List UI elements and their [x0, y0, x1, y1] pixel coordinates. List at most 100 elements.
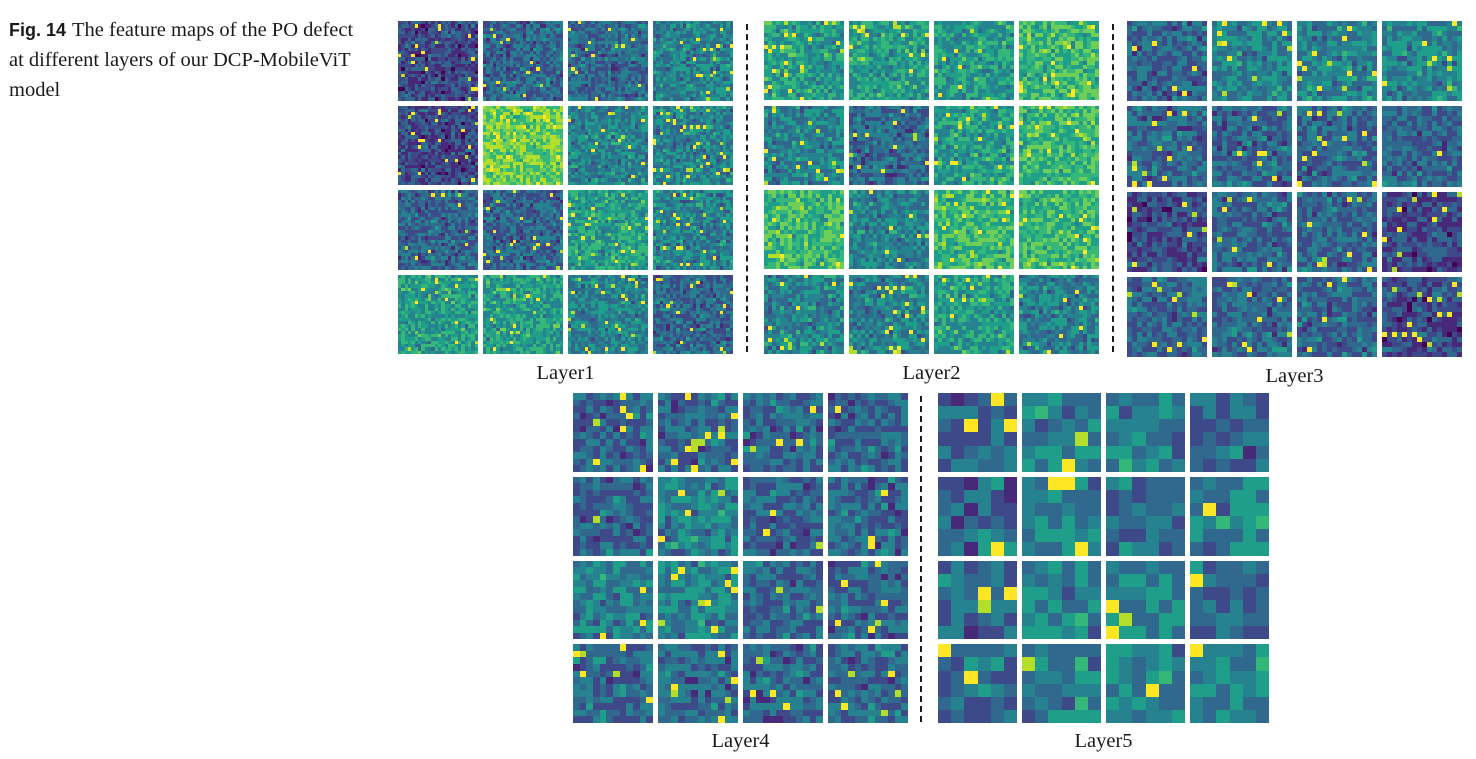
feature-cell	[726, 24, 730, 28]
feature-cell	[716, 158, 720, 162]
feature-cell	[461, 44, 465, 48]
feature-cell	[662, 125, 667, 129]
feature-cell	[417, 199, 422, 204]
feature-cell	[483, 112, 487, 116]
feature-cell	[709, 21, 713, 25]
feature-cell	[512, 40, 517, 45]
feature-cell	[522, 155, 527, 159]
feature-cell	[519, 83, 523, 88]
feature-cell	[483, 37, 487, 41]
feature-cell	[431, 54, 435, 58]
feature-cell	[682, 97, 687, 101]
feature-cell	[532, 161, 537, 166]
feature-cell	[614, 135, 618, 139]
feature-cell	[519, 40, 523, 45]
feature-cell	[634, 148, 638, 152]
feature-cell	[401, 138, 405, 142]
feature-cell	[457, 34, 462, 38]
feature-cell	[499, 47, 503, 51]
feature-cell	[672, 97, 677, 101]
feature-cell	[486, 74, 490, 78]
feature-cell	[421, 209, 425, 214]
feature-cell	[644, 115, 648, 119]
feature-cell	[483, 47, 487, 51]
feature-cell	[483, 145, 487, 149]
feature-cell	[709, 108, 713, 113]
feature-cell	[716, 165, 720, 169]
feature-cell	[631, 125, 635, 129]
feature-cell	[577, 165, 582, 169]
feature-cell	[682, 70, 687, 74]
feature-cell	[509, 64, 513, 68]
feature-cell	[624, 27, 628, 31]
feature-cell	[692, 151, 697, 156]
feature-cell	[546, 93, 550, 98]
feature-cell	[536, 155, 540, 159]
feature-cell	[644, 132, 648, 136]
feature-cell	[552, 77, 557, 81]
feature-cell	[447, 178, 452, 182]
feature-cell	[709, 148, 713, 152]
feature-cell	[457, 216, 462, 220]
feature-cell	[502, 21, 507, 25]
feature-cell	[571, 155, 575, 159]
feature-cell	[451, 122, 455, 126]
feature-cell	[617, 67, 622, 71]
feature-cell	[417, 151, 422, 156]
feature-cell	[529, 178, 533, 182]
feature-cell	[546, 158, 550, 162]
feature-cell	[696, 70, 700, 74]
feature-cell	[441, 223, 445, 227]
figure-caption-text: The feature maps of the PO defect at dif…	[9, 19, 353, 101]
feature-cell	[454, 138, 458, 142]
feature-cell	[699, 108, 703, 113]
feature-cell	[431, 108, 435, 113]
feature-cell	[719, 122, 723, 126]
feature-cell	[536, 141, 540, 146]
feature-cell	[597, 70, 602, 74]
feature-cell	[686, 93, 690, 98]
feature-cell	[526, 40, 530, 45]
feature-cell	[686, 27, 690, 31]
feature-cell	[454, 118, 458, 123]
feature-cell	[729, 138, 733, 142]
feature-cell	[447, 50, 452, 55]
feature-cell	[614, 57, 618, 61]
feature-cell	[607, 60, 612, 65]
feature-cell	[483, 115, 487, 119]
feature-cell	[444, 44, 448, 48]
feature-cell	[662, 115, 667, 119]
feature-cell	[457, 229, 462, 234]
feature-cell	[496, 145, 500, 149]
feature-cell	[532, 155, 537, 159]
feature-cell	[709, 141, 713, 146]
feature-cell	[492, 90, 497, 94]
feature-cell	[546, 27, 550, 31]
feature-cell	[486, 155, 490, 159]
feature-cell	[637, 83, 642, 88]
feature-cell	[702, 145, 707, 149]
feature-cell	[556, 64, 560, 68]
feature-cell	[607, 77, 612, 81]
feature-cell	[587, 44, 592, 48]
feature-cell	[512, 77, 517, 81]
feature-cell	[669, 112, 673, 116]
feature-cell	[679, 178, 683, 182]
feature-cell	[542, 105, 547, 109]
feature-cell	[407, 90, 412, 94]
feature-cell	[489, 67, 493, 71]
feature-cell	[621, 158, 625, 162]
feature-cell	[441, 141, 445, 146]
feature-cell	[512, 155, 517, 159]
feature-cell	[519, 97, 523, 101]
feature-cell	[427, 70, 432, 74]
feature-cell	[686, 77, 690, 81]
feature-cell	[474, 190, 478, 194]
feature-cell	[502, 128, 507, 132]
layer1-feature-map	[568, 21, 648, 101]
feature-cell	[529, 83, 533, 88]
feature-cell	[601, 67, 605, 71]
feature-cell	[461, 196, 465, 200]
feature-cell	[614, 27, 618, 31]
feature-cell	[441, 93, 445, 98]
